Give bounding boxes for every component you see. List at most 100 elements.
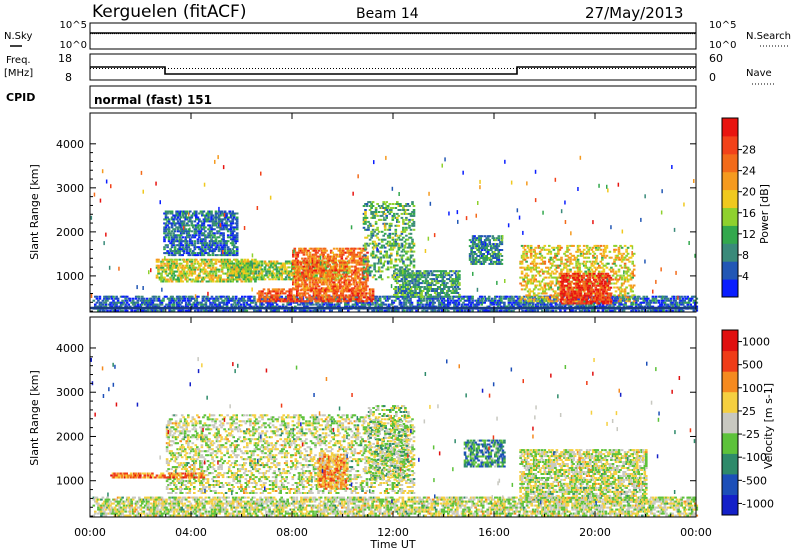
scatter-cell [189, 210, 192, 213]
scatter-cell [170, 244, 174, 247]
scatter-cell [283, 266, 286, 269]
scatter-cell [266, 264, 270, 267]
scatter-cell [519, 301, 523, 304]
nsky-label: N.Sky [4, 31, 32, 42]
scatter-cell [319, 267, 322, 270]
scatter-cell [266, 303, 270, 306]
scatter-cell [360, 303, 364, 306]
scatter-cell [311, 273, 315, 276]
scatter-cell [198, 228, 201, 231]
scatter-cell [178, 222, 181, 225]
scatter-cell [178, 258, 181, 261]
scatter-cell [445, 299, 449, 302]
scatter-cell [213, 299, 217, 302]
scatter-cell [307, 249, 310, 252]
scatter-cell [375, 295, 379, 298]
scatter-cell [194, 303, 197, 306]
scatter-cell [364, 260, 367, 263]
scatter-cell [271, 266, 274, 269]
scatter-cell [292, 271, 295, 274]
scatter-cell [345, 289, 348, 292]
scatter-cell [631, 309, 635, 312]
scatter-cell [175, 218, 178, 221]
scatter-cell [198, 246, 201, 249]
scatter-cell [328, 273, 331, 276]
scatter-cell [139, 305, 143, 308]
scatter-cell [231, 244, 234, 247]
scatter-cell [386, 207, 390, 209]
scatter-cell [184, 276, 187, 279]
scatter-cell [231, 212, 234, 215]
scatter-cell [204, 264, 207, 267]
scatter-cell [181, 212, 184, 215]
scatter-cell [207, 244, 210, 247]
scatter-cell [178, 254, 181, 257]
scatter-cell [169, 232, 172, 235]
scatter-cell [401, 309, 405, 312]
scatter-cell [239, 272, 243, 275]
scatter-cell [668, 305, 671, 308]
scatter-cell [179, 266, 183, 269]
scatter-cell [203, 299, 206, 302]
scatter-cell [113, 305, 117, 308]
scatter-cell [193, 268, 197, 271]
scatter-cell [290, 290, 293, 293]
scatter-cell [367, 226, 370, 229]
scatter-cell [211, 220, 215, 223]
scatter-cell [184, 238, 187, 241]
scatter-cell [167, 268, 171, 271]
scatter-cell [223, 250, 227, 253]
scatter-cell [181, 222, 184, 225]
scatter-cell [178, 210, 181, 213]
scatter-cell [660, 303, 664, 306]
scatter-cell [345, 305, 349, 308]
scatter-cell [168, 305, 171, 308]
scatter-cell [363, 305, 367, 308]
scatter-cell [395, 297, 399, 300]
scatter-cell [155, 274, 159, 277]
scatter-cell [445, 303, 449, 306]
scatter-cell [219, 212, 222, 215]
scatter-cell [295, 265, 298, 268]
scatter-cell [692, 295, 696, 298]
scatter-cell [292, 287, 295, 290]
scatter-cell [310, 277, 313, 280]
scatter-cell [196, 240, 200, 243]
scatter-cell [231, 218, 234, 221]
scatter-cell [199, 242, 203, 245]
scatter-cell [680, 301, 683, 304]
scatter-cell [373, 230, 376, 233]
scatter-cell [364, 244, 367, 247]
scatter-cell [672, 299, 676, 302]
scatter-cell [232, 214, 236, 217]
scatter-cell [296, 263, 300, 266]
scatter-cell [94, 303, 97, 306]
scatter-cell [244, 309, 247, 312]
scatter-cell [616, 297, 620, 300]
scatter-cell [344, 301, 347, 304]
scatter-cell [158, 266, 162, 269]
scatter-cell [186, 224, 189, 227]
scatter-cell [201, 248, 204, 251]
scatter-cell [231, 234, 234, 237]
scatter-cell [290, 296, 293, 299]
scatter-cell [156, 305, 159, 308]
scatter-cell [637, 305, 641, 308]
scatter-cell [320, 265, 324, 268]
scatter-cell [666, 303, 670, 306]
scatter-cell [310, 275, 313, 278]
scatter-cell [172, 303, 176, 306]
scatter-cell [243, 258, 247, 261]
scatter-cell [202, 244, 206, 247]
scatter-cell [475, 299, 479, 302]
scatter-cell [136, 301, 140, 304]
scatter-cell [178, 297, 182, 300]
scatter-cell [133, 305, 136, 308]
scatter-cell [217, 248, 221, 251]
scatter-cell [391, 218, 395, 221]
scatter-cell [329, 283, 333, 286]
scatter-cell [612, 309, 615, 312]
scatter-cell [319, 279, 322, 282]
scatter-cell [268, 270, 271, 273]
scatter-cell [163, 218, 166, 221]
